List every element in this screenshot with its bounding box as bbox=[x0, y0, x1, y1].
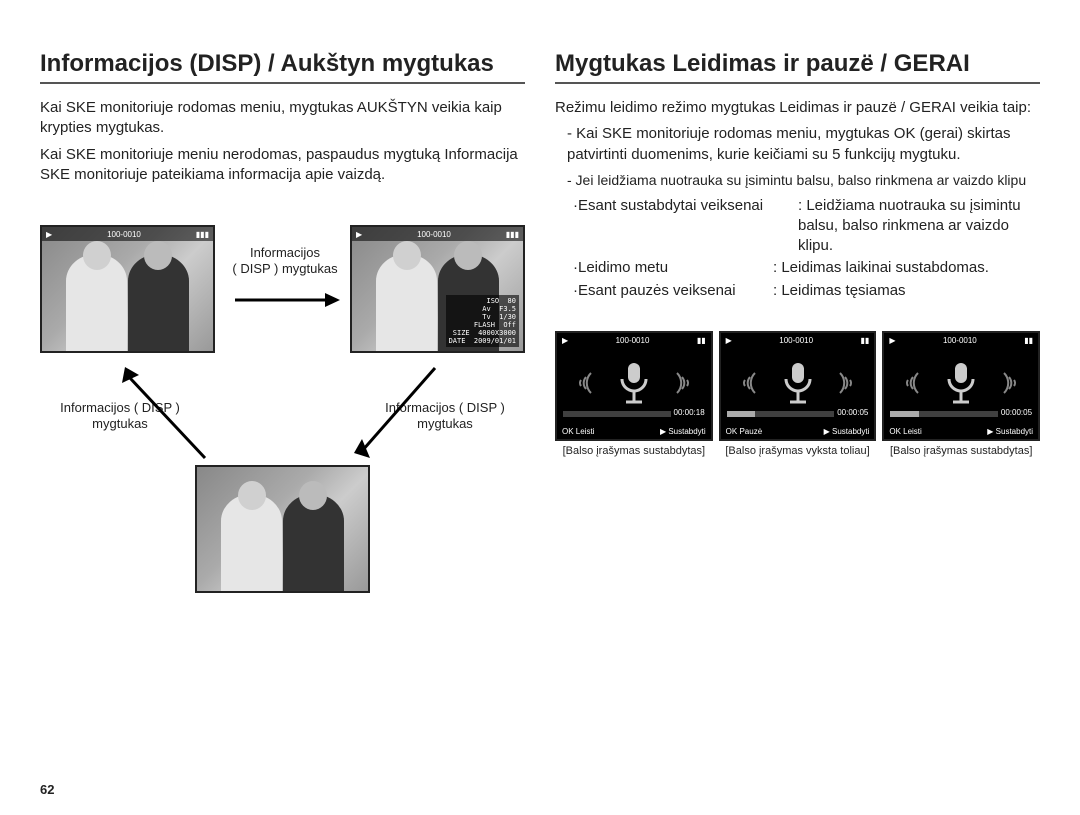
tile3-bl: OK Leisti bbox=[889, 427, 921, 436]
right-b1: - Kai SKE monitoriuje rodomas meniu, myg… bbox=[555, 124, 1040, 165]
left-heading: Informacijos (DISP) / Aukštyn mygtukas bbox=[40, 50, 525, 84]
right-heading: Mygtukas Leidimas ir pauzë / GERAI bbox=[555, 50, 1040, 84]
tile1-bl: OK Leisti bbox=[562, 427, 594, 436]
row1-value: : Leidžiama nuotrauka su įsimintu balsu,… bbox=[798, 196, 1040, 257]
tile1-counter: 100-0010 bbox=[616, 336, 650, 345]
sound-wave-icon bbox=[739, 369, 759, 397]
disp-label-top: Informacijos ( DISP ) mygtukas bbox=[230, 245, 340, 278]
tile2-fill bbox=[727, 411, 755, 417]
photo-bottom bbox=[195, 465, 370, 593]
tile3-time: 00:00:05 bbox=[998, 408, 1032, 417]
right-column: Mygtukas Leidimas ir pauzë / GERAI Režim… bbox=[555, 50, 1040, 605]
disp-label-right: Informacijos ( DISP ) mygtukas bbox=[360, 400, 530, 433]
tile-3: ▶100-0010▮▮ 00:00:05 OK Leisti▶ Sustabdy… bbox=[882, 331, 1040, 457]
microphone-icon bbox=[614, 361, 654, 405]
microphone-icon bbox=[941, 361, 981, 405]
play-icon: ▶ bbox=[889, 336, 895, 345]
right-b2: - Jei leidžiama nuotrauka su įsimintu ba… bbox=[555, 171, 1040, 190]
tile3-counter: 100-0010 bbox=[943, 336, 977, 345]
photo-top-right: ▶100-0010▮▮▮ ISO 80 Av F3.5 Tv 1/30 FLAS… bbox=[350, 225, 525, 353]
tile1-time: 00:00:18 bbox=[671, 408, 705, 417]
tile1-br: ▶ Sustabdyti bbox=[660, 427, 706, 436]
sound-wave-icon bbox=[902, 369, 922, 397]
row3-value: : Leidimas tęsiamas bbox=[773, 281, 1040, 301]
photo-top-left: ▶100-0010▮▮▮ bbox=[40, 225, 215, 353]
arrow-right-icon bbox=[230, 285, 340, 315]
left-p1: Kai SKE monitoriuje rodomas meniu, mygtu… bbox=[40, 98, 525, 139]
disp-diagram: ▶100-0010▮▮▮ ▶100-0010▮▮▮ ISO 80 Av F3.5… bbox=[40, 205, 525, 605]
tile3-caption: [Balso įrašymas sustabdytas] bbox=[882, 445, 1040, 457]
tile2-bl: OK Pauzė bbox=[726, 427, 762, 436]
tile2-br: ▶ Sustabdyti bbox=[824, 427, 870, 436]
row2-value: : Leidimas laikinai sustabdomas. bbox=[773, 258, 1040, 278]
row3-label: ·Esant pauzės veiksenai bbox=[573, 281, 773, 301]
left-column: Informacijos (DISP) / Aukštyn mygtukas K… bbox=[40, 50, 525, 605]
tile3-br: ▶ Sustabdyti bbox=[987, 427, 1033, 436]
camera-tiles: ▶100-0010▮▮ 00:00:18 OK Leisti▶ Sustabdy… bbox=[555, 331, 1040, 457]
page-number: 62 bbox=[40, 782, 54, 797]
row2-label: ·Leidimo metu bbox=[573, 258, 773, 278]
right-p1: Režimu leidimo režimo mygtukas Leidimas … bbox=[555, 98, 1040, 118]
sound-wave-icon bbox=[1000, 369, 1020, 397]
tile2-time: 00:00:05 bbox=[834, 408, 868, 417]
photo-info-overlay: ISO 80 Av F3.5 Tv 1/30 FLASH Off SIZE 40… bbox=[446, 295, 519, 347]
tile1-caption: [Balso įrašymas sustabdytas] bbox=[555, 445, 713, 457]
sound-wave-icon bbox=[575, 369, 595, 397]
play-icon: ▶ bbox=[562, 336, 568, 345]
play-icon: ▶ bbox=[726, 336, 732, 345]
row1-label: ·Esant sustabdytai veiksenai bbox=[573, 196, 798, 257]
left-p2: Kai SKE monitoriuje meniu nerodomas, pas… bbox=[40, 145, 525, 186]
tile3-fill bbox=[890, 411, 918, 417]
microphone-icon bbox=[778, 361, 818, 405]
disp-label-left: Informacijos ( DISP ) mygtukas bbox=[35, 400, 205, 433]
sound-wave-icon bbox=[673, 369, 693, 397]
tile2-counter: 100-0010 bbox=[779, 336, 813, 345]
tile2-caption: [Balso įrašymas vyksta toliau] bbox=[719, 445, 877, 457]
tile-1: ▶100-0010▮▮ 00:00:18 OK Leisti▶ Sustabdy… bbox=[555, 331, 713, 457]
tile-2: ▶100-0010▮▮ 00:00:05 OK Pauzė▶ Sustabdyt… bbox=[719, 331, 877, 457]
sound-wave-icon bbox=[836, 369, 856, 397]
